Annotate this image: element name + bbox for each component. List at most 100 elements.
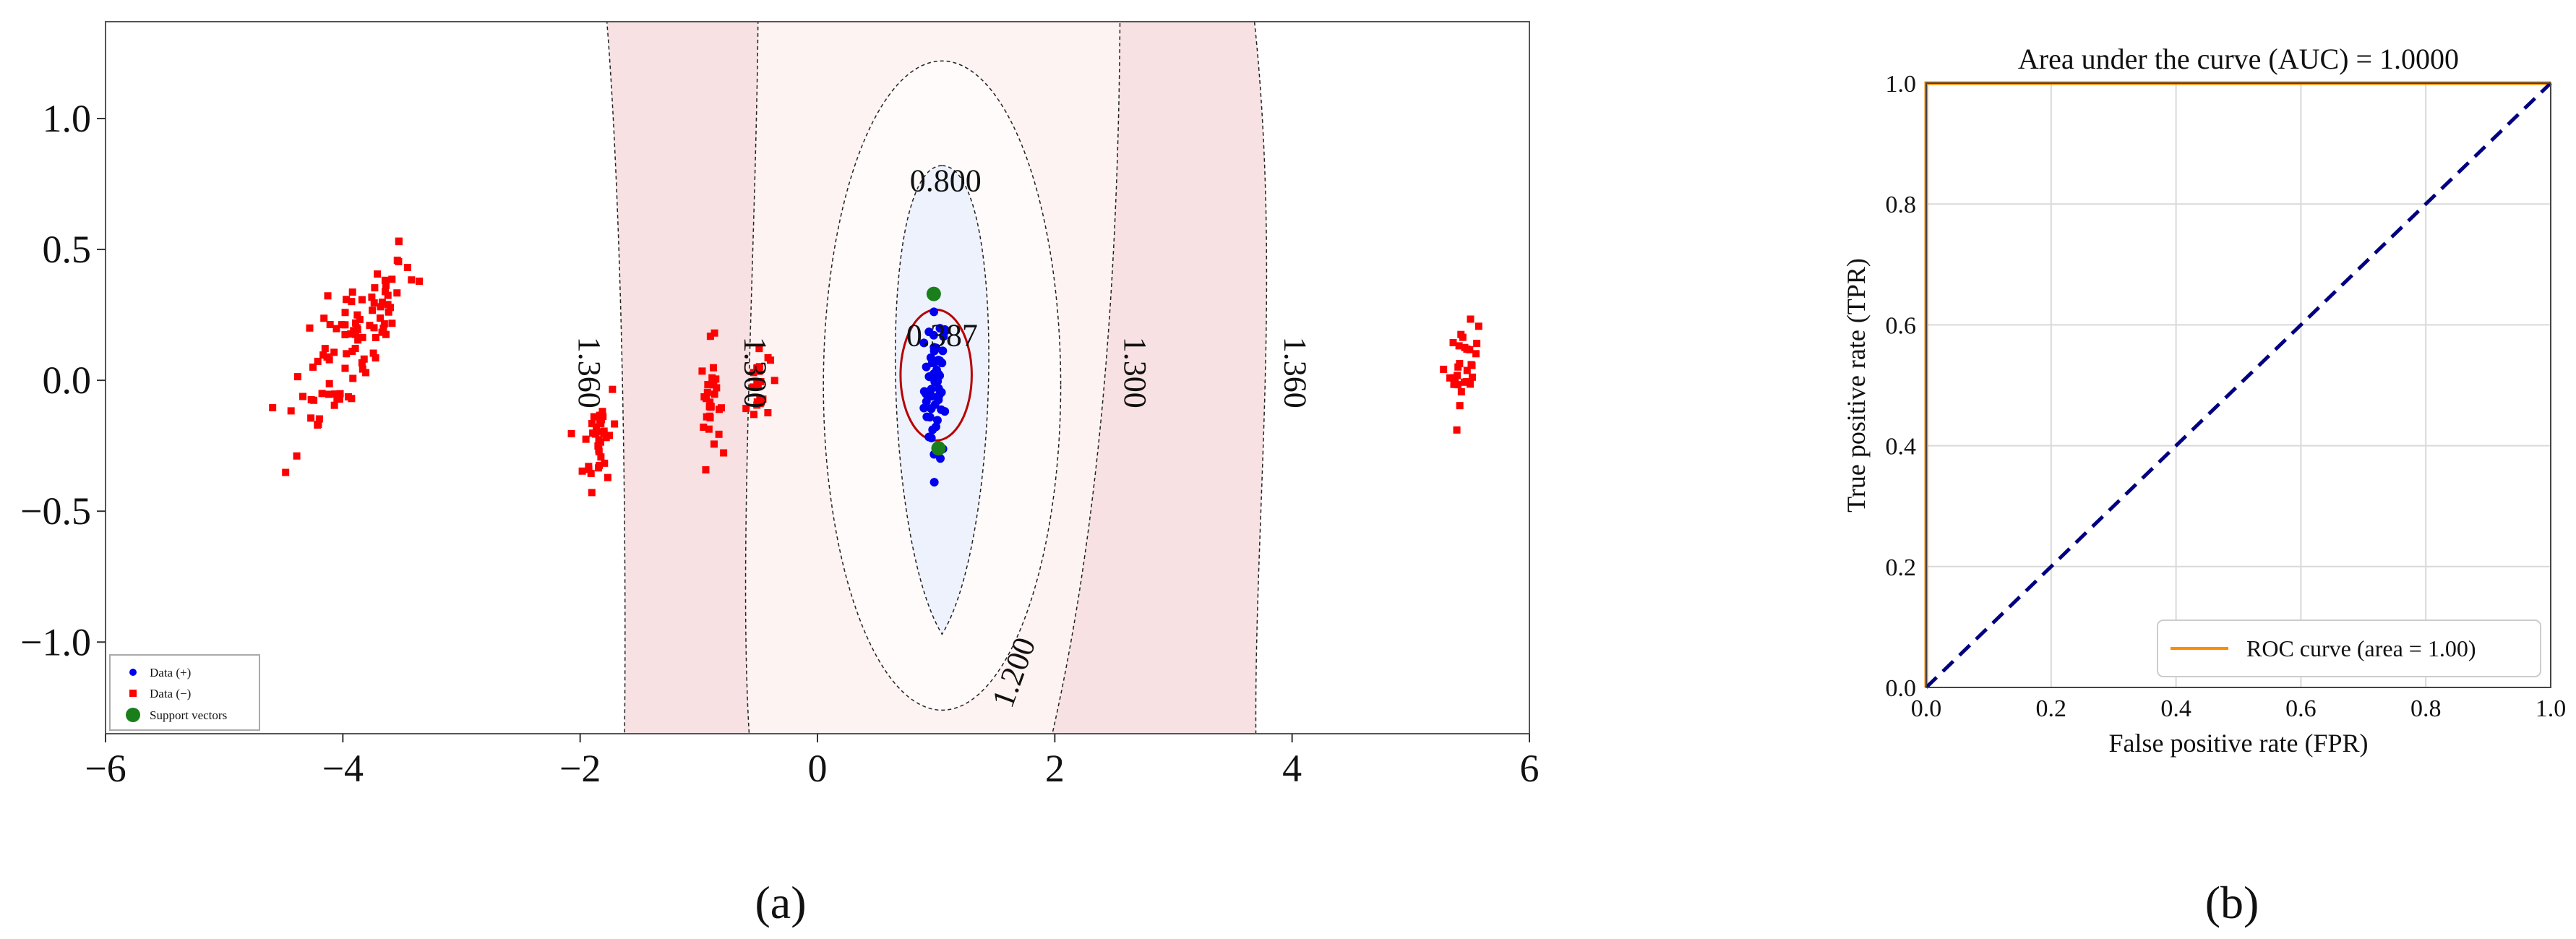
data-negative-point [601,459,609,467]
data-negative-point [609,385,617,393]
data-positive-point [932,416,942,425]
data-positive-point [924,327,934,337]
data-negative-point [332,325,340,333]
data-positive-point [929,478,939,487]
data-negative-point [750,369,757,377]
data-negative-point [293,452,301,460]
data-negative-point [348,288,356,296]
data-negative-point [343,296,351,304]
data-positive-point [922,412,932,421]
data-negative-point [359,365,366,373]
y-tick-label: −1.0 [20,620,91,664]
data-negative-point [338,321,345,329]
data-negative-point [1454,372,1461,380]
data-negative-point [750,411,758,419]
x-tick-label: 1.0 [2536,695,2567,722]
data-negative-point [388,320,396,327]
data-negative-point [1456,402,1464,410]
data-negative-point [588,489,596,497]
data-negative-point [1440,365,1448,373]
data-negative-point [348,395,356,403]
data-negative-point [706,333,714,340]
data-negative-point [310,396,318,404]
data-negative-point [1463,345,1471,353]
data-negative-point [358,359,366,367]
data-negative-point [1462,378,1470,386]
panel-b-x-axis-label: False positive rate (FPR) [2109,729,2369,758]
data-negative-point [379,325,387,333]
x-tick-label: −2 [559,747,601,790]
panel-b-grid [1925,82,2551,688]
panel-b-legend: ROC curve (area = 1.00) [2157,619,2541,677]
data-negative-point [351,330,359,338]
data-negative-point [372,333,379,341]
data-negative-point [349,374,357,382]
data-negative-point [320,314,328,322]
data-negative-point [306,324,314,332]
data-negative-point [393,289,401,297]
legend-data-pos-label: Data (+) [150,666,191,679]
data-negative-point [1454,363,1462,371]
panel-b-roc-curve: 0.0 0.2 0.4 0.6 0.8 1.0 0.0 0.2 0.4 0.6 0.8 1.0 Ar… [1842,43,2566,928]
data-positive-point [924,432,934,442]
data-negative-point [381,276,389,284]
x-tick-label: 4 [1282,747,1302,790]
panel-b-plot-background [1926,83,2551,687]
data-negative-point [393,257,401,265]
data-negative-point [378,328,386,336]
data-negative-point [330,348,338,356]
data-negative-point [343,350,351,358]
data-negative-point [715,430,723,438]
data-negative-point [1459,333,1467,341]
legend-roc-curve-label: ROC curve (area = 1.00) [2246,635,2476,661]
x-tick-label: 0 [808,747,828,790]
x-tick-label: 0.2 [2036,695,2067,722]
data-negative-point [753,378,761,386]
data-negative-point [698,367,706,375]
panel-a-label: (a) [755,877,806,928]
data-negative-point [314,421,322,429]
data-negative-point [371,284,379,292]
data-positive-point [929,343,939,352]
data-negative-point [753,364,761,372]
data-negative-point [321,345,329,353]
data-negative-point [753,401,761,409]
data-negative-point [369,306,377,314]
x-tick-label: 0.8 [2410,695,2442,722]
data-negative-point [315,415,323,423]
data-negative-point [381,288,389,296]
data-negative-point [770,377,778,385]
data-negative-point [585,466,593,473]
data-negative-point [382,330,390,338]
data-negative-point [1455,342,1463,350]
data-negative-point [360,355,368,363]
data-negative-point [326,321,334,329]
data-negative-point [710,390,718,398]
panel-b-legend-box [2157,619,2541,677]
data-positive-point [927,385,936,394]
contour-label: 0.387 [906,317,978,353]
data-negative-point [350,327,358,335]
panel-a-data-points [269,237,1482,497]
data-negative-point [713,384,721,392]
data-negative-point [587,469,595,477]
data-negative-point [600,429,608,437]
data-negative-point [368,293,376,301]
data-negative-point [588,419,596,427]
data-negative-point [324,292,332,300]
data-negative-point [1472,350,1480,358]
data-negative-point [352,319,360,327]
panel-a-legend: Data (+) Data (−) Support vectors [109,654,260,731]
data-negative-point [700,423,708,431]
data-negative-point [742,405,750,413]
data-negative-point [307,414,315,422]
data-negative-point [387,304,395,312]
y-tick-label: 0.2 [1886,554,1917,581]
data-negative-point [710,364,718,372]
y-tick-label: 0.6 [1886,312,1917,339]
data-negative-point [374,270,382,278]
data-positive-point [919,403,929,413]
data-negative-point [341,309,349,317]
data-positive-point [936,454,945,463]
y-tick-label: −0.5 [20,489,91,533]
